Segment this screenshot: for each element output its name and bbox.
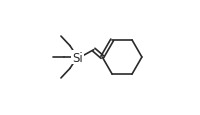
Text: Si: Si	[72, 51, 83, 64]
